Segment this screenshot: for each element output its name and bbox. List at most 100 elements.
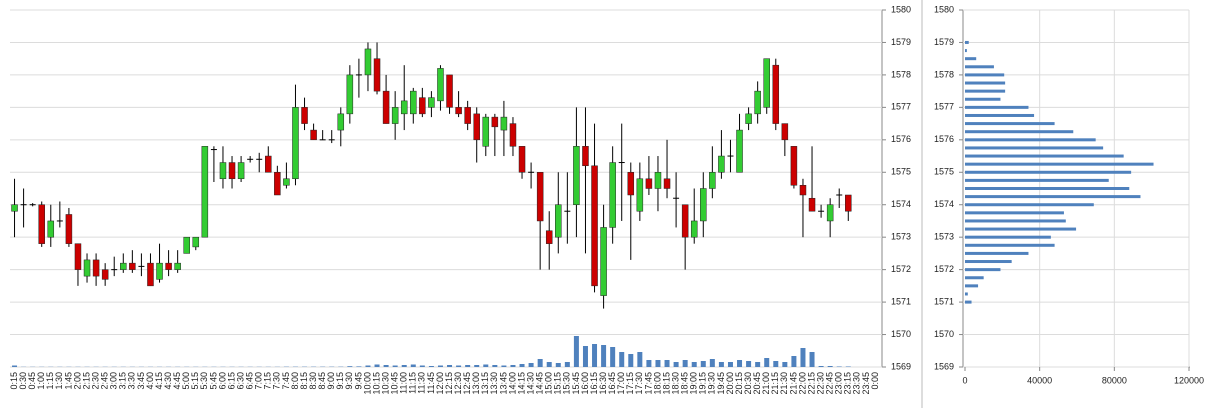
x-tick-label: 21:30 xyxy=(779,372,789,395)
x-tick-label: 6:00 xyxy=(217,372,227,390)
x-tick-label: 18:15 xyxy=(661,372,671,395)
x-tick-label: 5:45 xyxy=(208,372,218,390)
x-tick-label: 5:15 xyxy=(190,372,200,390)
y-tick-label: 1573 xyxy=(934,232,954,242)
candle-body xyxy=(654,172,662,189)
bar xyxy=(965,162,1154,166)
y-tick-label: 1575 xyxy=(934,167,954,177)
x-tick-label: 0:00 xyxy=(870,372,880,390)
x-tick-label: 10:15 xyxy=(371,372,381,395)
candle-body xyxy=(138,265,145,267)
volume-bar xyxy=(392,365,398,367)
volume-bar xyxy=(592,344,598,367)
volume-bar xyxy=(773,361,779,367)
candle-body xyxy=(419,97,426,115)
volume-bar xyxy=(582,346,588,367)
volume-bar xyxy=(809,352,815,367)
candle-body xyxy=(446,74,453,108)
candle-body xyxy=(265,155,272,173)
candle-body xyxy=(165,262,172,270)
volume-bar xyxy=(655,360,661,367)
bar xyxy=(965,178,1109,182)
volume-bar xyxy=(519,364,525,367)
x-tick-label: 22:30 xyxy=(815,372,825,395)
volume-bar xyxy=(365,365,371,367)
candle-body xyxy=(573,146,580,205)
candle-body xyxy=(111,269,118,271)
y-tick-label: 1570 xyxy=(891,329,911,339)
candle-body xyxy=(545,230,553,244)
x-tick-label: 11:00 xyxy=(399,372,409,394)
volume-bar xyxy=(573,336,579,367)
bar xyxy=(965,276,984,280)
candle-body xyxy=(736,129,743,173)
x-tick-label: 7:30 xyxy=(272,372,282,390)
y-tick-label: 1575 xyxy=(891,167,911,177)
bar xyxy=(965,57,977,61)
candle-body xyxy=(319,139,326,141)
volume-bar xyxy=(664,360,670,367)
candle-body xyxy=(772,64,780,124)
x-tick-label: 11:15 xyxy=(408,372,418,394)
x-tick-label: 7:15 xyxy=(263,372,273,390)
volume-bar xyxy=(546,362,552,367)
volume-bar xyxy=(356,366,362,367)
x-tick-label: 10:45 xyxy=(390,372,400,395)
candle-body xyxy=(391,107,399,124)
candle-body xyxy=(310,129,317,141)
bar xyxy=(965,65,994,69)
x-tick-label: 6:45 xyxy=(245,372,255,390)
candle-body xyxy=(283,178,290,186)
candle-body xyxy=(47,220,55,238)
volume-bar xyxy=(746,361,752,367)
bar xyxy=(965,235,1051,239)
x-tick-label: 11:45 xyxy=(426,372,436,394)
bar xyxy=(965,113,1035,117)
y-tick-label: 1577 xyxy=(934,102,954,112)
x-tick-label: 7:45 xyxy=(281,372,291,390)
candle-body xyxy=(555,204,562,238)
x-tick-label: 3:30 xyxy=(127,372,137,390)
volume-bar xyxy=(555,363,561,367)
x-tick-label: 3:00 xyxy=(109,372,119,390)
bar xyxy=(965,292,968,296)
volume-bar xyxy=(419,365,425,367)
candle-body xyxy=(464,107,471,124)
x-tick-label: 20:15 xyxy=(734,372,744,395)
candle-body xyxy=(247,158,254,160)
x-tick-label: 21:00 xyxy=(761,372,771,395)
candle-body xyxy=(690,220,698,238)
candle-body xyxy=(92,259,100,277)
x-tick-label: 4:30 xyxy=(163,372,173,390)
x-tick-label: 15:15 xyxy=(553,372,563,395)
x-tick-label: 1:00 xyxy=(36,372,46,390)
candle-body xyxy=(609,162,616,228)
x-tick-label: 11:30 xyxy=(417,372,427,394)
candle-body xyxy=(274,172,281,196)
x-tick-label: 22:45 xyxy=(825,372,835,395)
x-tick-label: 12:15 xyxy=(444,372,454,395)
x-tick-label: 8:30 xyxy=(308,372,318,390)
candle-body xyxy=(509,123,517,147)
candle-body xyxy=(256,158,263,160)
x-tick-label: 2:00 xyxy=(72,372,82,390)
x-tick-label: 22:00 xyxy=(797,372,807,395)
bar xyxy=(965,105,1029,109)
x-tick-label: 120000 xyxy=(1174,375,1204,385)
candle-body xyxy=(210,149,217,151)
volume-bar xyxy=(483,364,489,367)
x-tick-label: 1:30 xyxy=(54,372,64,390)
candle-body xyxy=(564,210,571,212)
x-tick-label: 14:45 xyxy=(535,372,545,395)
volume-bar xyxy=(791,356,797,367)
x-tick-label: 19:30 xyxy=(707,372,717,395)
volume-bar xyxy=(456,365,462,367)
x-tick-label: 16:45 xyxy=(607,372,617,395)
candle-body xyxy=(437,68,444,102)
candle-body xyxy=(518,146,526,173)
y-tick-label: 1569 xyxy=(891,361,911,371)
candle-body xyxy=(745,113,752,124)
x-tick-label: 23:00 xyxy=(834,372,844,395)
bar xyxy=(965,260,1012,264)
volume-bar xyxy=(836,366,842,367)
